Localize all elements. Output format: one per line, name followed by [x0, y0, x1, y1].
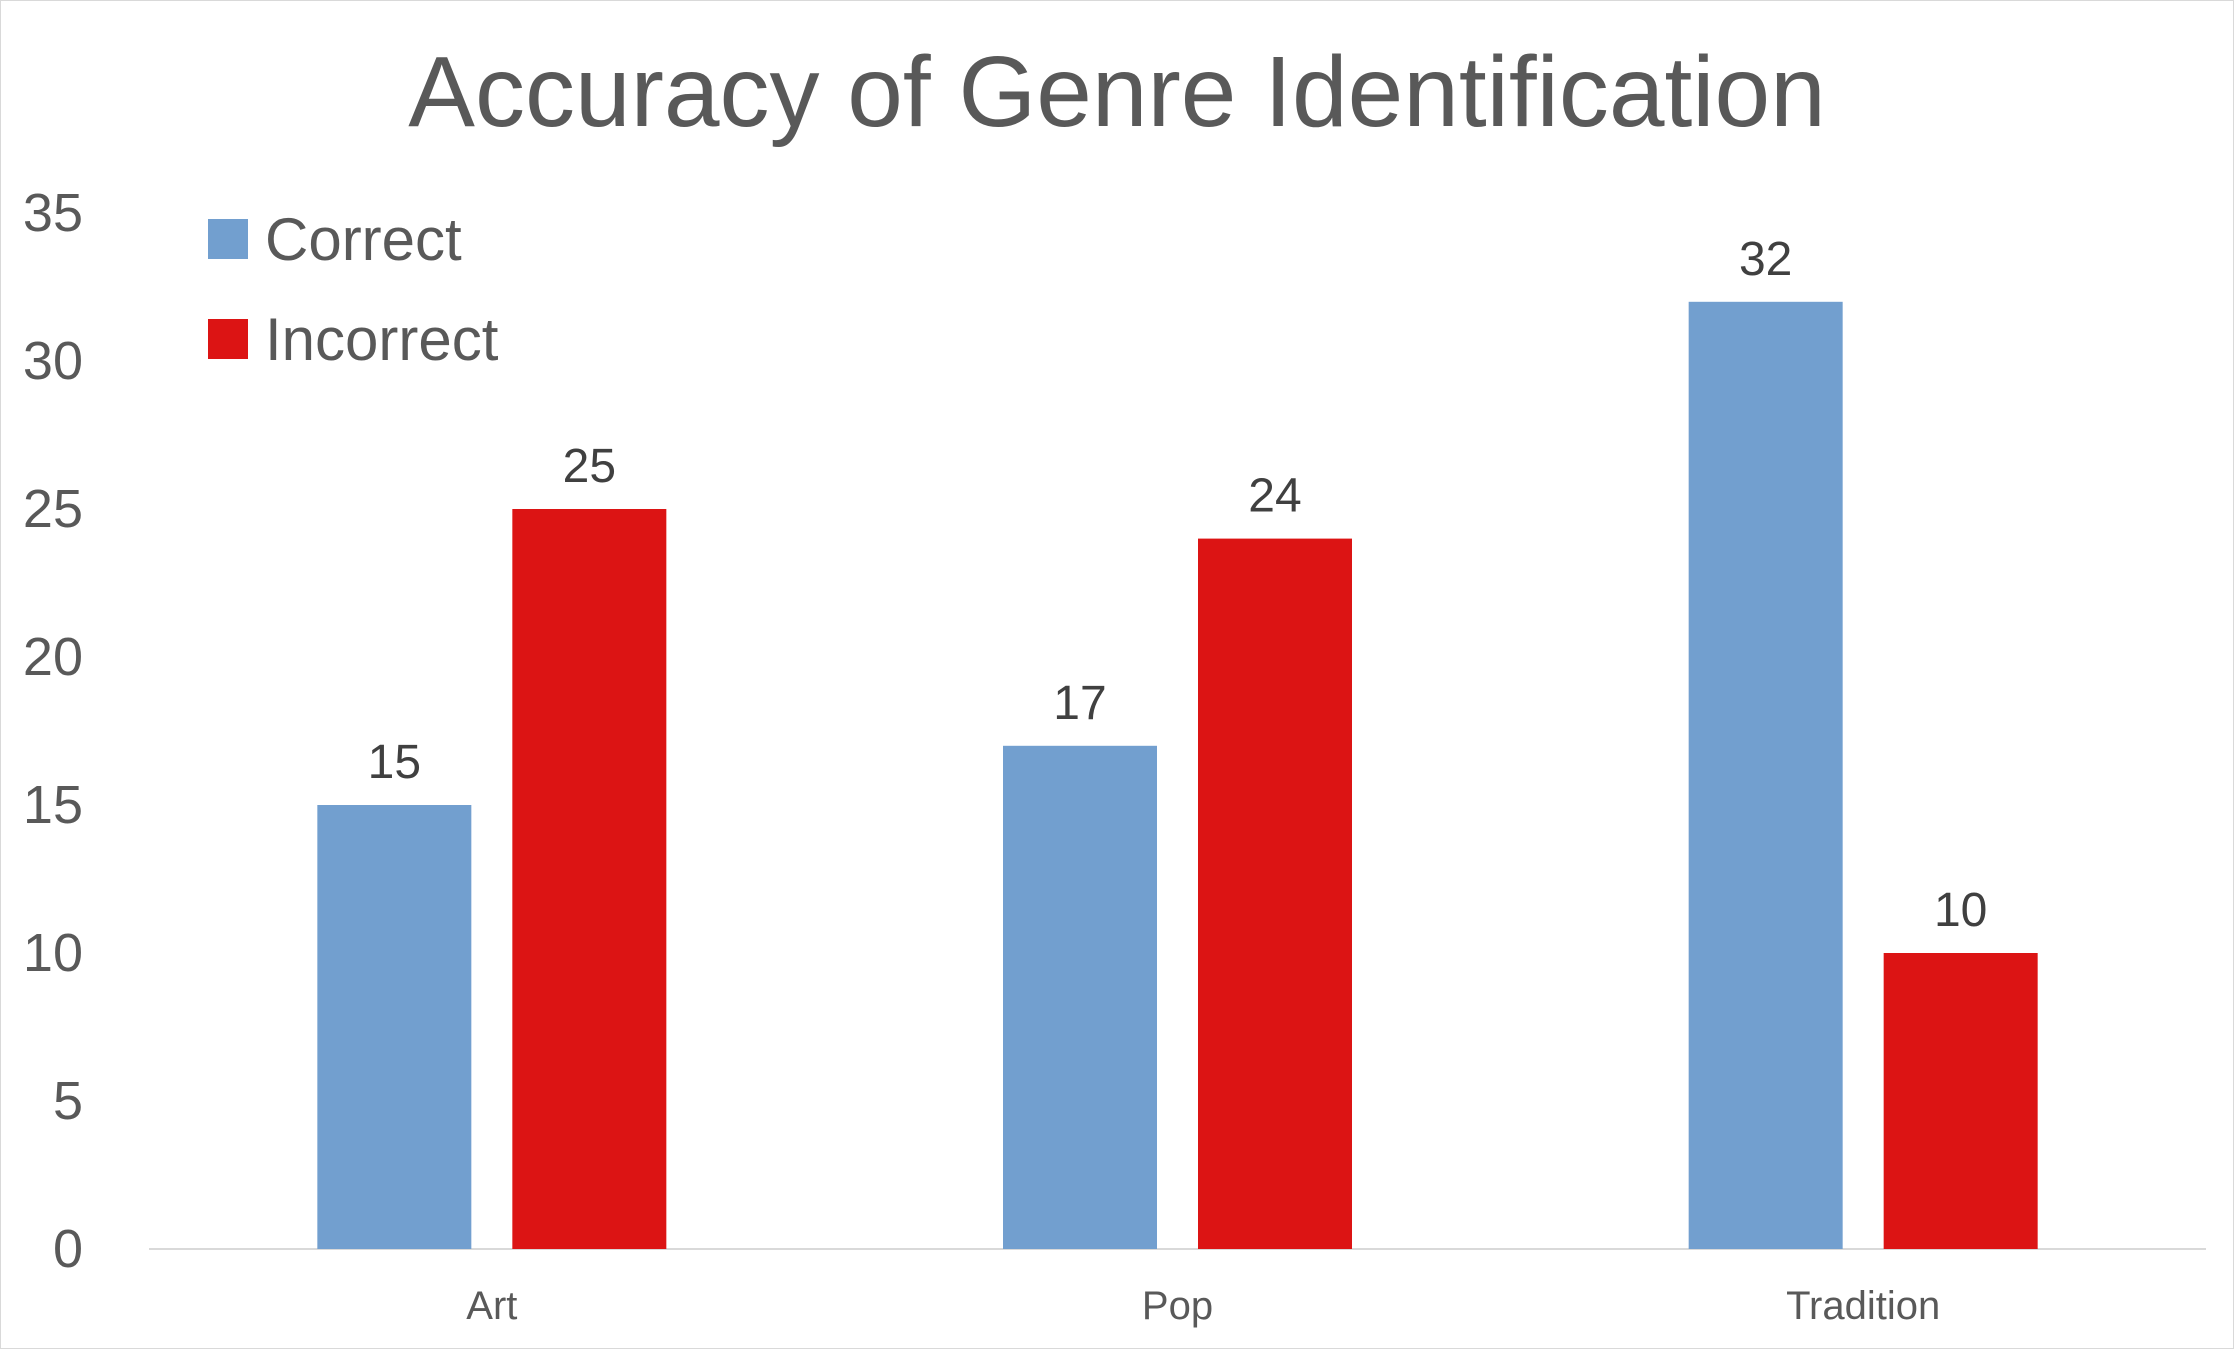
y-tick-label-35: 35	[23, 183, 83, 243]
data-label-incorrect-tradition: 10	[1934, 884, 1987, 937]
legend-swatch-incorrect	[208, 319, 248, 359]
y-axis: 0 5 10 15 20 25 30 35	[23, 183, 83, 1279]
chart-title: Accuracy of Genre Identification	[408, 36, 1825, 148]
legend-swatch-correct	[208, 219, 248, 259]
bar-incorrect-pop	[1198, 538, 1352, 1249]
x-tick-label-art: Art	[466, 1284, 517, 1328]
y-tick-label-0: 0	[53, 1219, 83, 1279]
legend-label-incorrect: Incorrect	[265, 306, 499, 373]
x-tick-label-pop: Pop	[1142, 1284, 1213, 1328]
y-tick-label-10: 10	[23, 923, 83, 983]
y-tick-label-20: 20	[23, 627, 83, 687]
bar-correct-art	[317, 805, 472, 1249]
legend: Correct Incorrect	[208, 206, 499, 373]
y-tick-label-15: 15	[23, 775, 83, 835]
y-tick-label-25: 25	[23, 479, 83, 539]
data-label-correct-pop: 17	[1053, 677, 1106, 730]
data-label-correct-tradition: 32	[1739, 233, 1792, 286]
bar-incorrect-art	[512, 509, 667, 1249]
y-tick-label-30: 30	[23, 331, 83, 391]
y-tick-label-5: 5	[53, 1071, 83, 1131]
data-label-correct-art: 15	[368, 736, 421, 789]
bar-correct-pop	[1003, 745, 1157, 1249]
bar-incorrect-tradition	[1883, 953, 2038, 1249]
x-tick-label-tradition: Tradition	[1786, 1284, 1940, 1328]
data-labels: 15 25 17 24 32 10	[368, 233, 1988, 937]
bar-correct-tradition	[1688, 301, 1843, 1249]
data-label-incorrect-art: 25	[563, 440, 616, 493]
x-axis: Art Pop Tradition	[466, 1284, 1940, 1328]
bars	[317, 301, 2038, 1249]
legend-label-correct: Correct	[265, 206, 462, 273]
data-label-incorrect-pop: 24	[1248, 470, 1301, 523]
